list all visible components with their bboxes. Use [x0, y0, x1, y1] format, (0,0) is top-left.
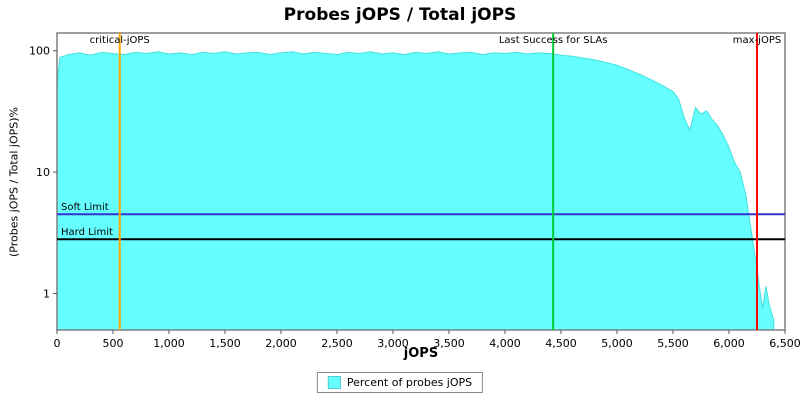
- soft-limit-line-label: Soft Limit: [61, 202, 109, 213]
- max-jops-line-label: max-jOPS: [733, 35, 781, 46]
- x-tick-label: 0: [54, 337, 61, 350]
- x-tick-label: 4,000: [489, 337, 521, 350]
- plot-border: [56, 32, 786, 331]
- chart-title: Probes jOPS / Total jOPS: [283, 5, 517, 25]
- x-tick-label: 4,500: [545, 337, 577, 350]
- x-tick-label: 2,000: [265, 337, 297, 350]
- hard-limit-line-label: Hard Limit: [61, 227, 113, 238]
- x-tick-label: 6,500: [769, 337, 800, 350]
- x-tick-label: 3,500: [433, 337, 465, 350]
- last-success-line-label: Last Success for SLAs: [499, 35, 608, 46]
- legend-swatch: [327, 376, 341, 389]
- y-axis-title: (Probes jOPS / Total jOPS)%: [7, 106, 21, 258]
- area-series: [56, 51, 775, 331]
- x-tick-label: 6,000: [713, 337, 745, 350]
- x-tick-label: 2,500: [321, 337, 353, 350]
- critical-jops-line-label: critical-jOPS: [90, 35, 150, 46]
- legend-label: Percent of probes jOPS: [346, 376, 473, 389]
- x-tick-label: 1,500: [209, 337, 241, 350]
- x-tick-label: 3,000: [377, 337, 409, 350]
- x-tick-label: 5,500: [657, 337, 689, 350]
- x-tick-label: 1,000: [153, 337, 185, 350]
- x-axis-title: jOPS: [403, 346, 439, 361]
- x-tick-label: 500: [103, 337, 124, 350]
- x-tick-label: 5,000: [601, 337, 633, 350]
- legend: Percent of probes jOPS: [316, 372, 484, 393]
- y-tick-label: 10: [36, 166, 50, 179]
- y-tick-label: 100: [29, 45, 50, 58]
- y-tick-label: 1: [43, 287, 50, 300]
